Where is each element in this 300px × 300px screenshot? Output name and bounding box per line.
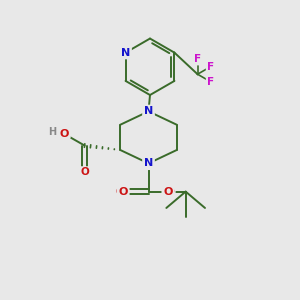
Text: O: O [61,127,70,137]
Text: N: N [121,48,130,58]
Text: O: O [163,187,172,196]
Text: O: O [80,167,89,177]
Text: H: H [48,127,57,137]
Text: F: F [207,62,214,72]
Text: N: N [144,158,153,168]
Text: F: F [194,54,201,64]
Text: O: O [59,129,68,139]
Text: O: O [118,187,128,196]
Text: N: N [121,48,130,58]
Text: O: O [116,187,125,196]
Text: O: O [166,187,175,196]
Text: N: N [144,106,153,116]
Text: F: F [207,76,214,87]
Text: N: N [144,158,153,168]
Text: N: N [144,106,153,116]
